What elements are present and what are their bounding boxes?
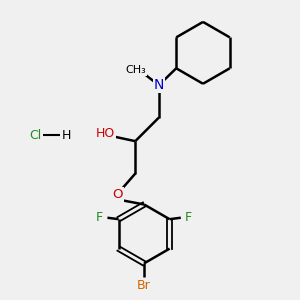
Text: Br: Br — [137, 279, 151, 292]
Text: CH₃: CH₃ — [125, 65, 146, 76]
Text: F: F — [96, 211, 103, 224]
Text: F: F — [185, 211, 192, 224]
Text: HO: HO — [95, 127, 115, 140]
Text: N: N — [154, 78, 164, 92]
Text: O: O — [112, 188, 123, 201]
Text: H: H — [61, 129, 71, 142]
Text: Cl: Cl — [29, 129, 41, 142]
